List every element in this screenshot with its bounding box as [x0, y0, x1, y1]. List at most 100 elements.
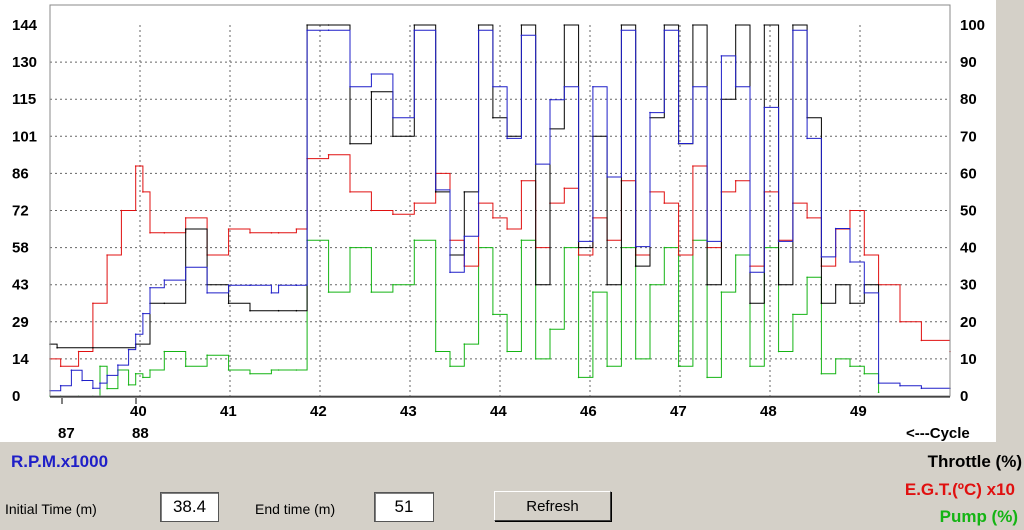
data-point [120, 209, 123, 212]
right-tick-label: 10 [960, 351, 977, 368]
data-point [270, 292, 273, 294]
data-point [834, 227, 837, 230]
series-line-r-p-m-x1000 [50, 29, 950, 392]
data-point [849, 302, 851, 305]
right-tick-label: 20 [960, 314, 977, 331]
right-tick-label: 0 [960, 388, 968, 405]
data-point [449, 271, 451, 274]
engine-log-chart: 0 14 29 43 58 72 86 101 115 130 144 0 10 20 30 40 50 60 70… [12, 4, 985, 442]
data-point [749, 302, 751, 305]
data-point [277, 284, 280, 287]
initial-time-input[interactable]: 38.4 [160, 492, 219, 522]
data-point [563, 24, 566, 26]
data-point [777, 350, 780, 353]
data-point [706, 283, 708, 286]
data-point [606, 283, 608, 286]
data-point [99, 382, 101, 384]
data-point [434, 189, 437, 191]
data-point [227, 302, 230, 305]
data-point [327, 24, 330, 26]
data-point [327, 29, 330, 32]
data-point [734, 24, 737, 26]
data-point [392, 117, 394, 119]
data-point [249, 309, 251, 312]
data-point [749, 365, 751, 368]
data-point [149, 369, 151, 371]
data-point [142, 191, 144, 193]
data-point [920, 339, 923, 342]
data-point [677, 254, 680, 256]
data-point [720, 291, 723, 293]
data-point [506, 228, 508, 230]
data-point [184, 365, 187, 368]
data-point [295, 284, 298, 287]
series-line-throttle [50, 24, 880, 349]
data-point [306, 29, 308, 32]
data-point [163, 302, 166, 305]
data-point [270, 369, 273, 371]
data-point [184, 266, 187, 269]
data-point [820, 256, 823, 258]
data-point [734, 86, 737, 88]
data-point [577, 246, 580, 249]
data-point [634, 265, 637, 267]
data-point [877, 391, 880, 394]
data-point [834, 358, 837, 360]
data-point [127, 384, 130, 386]
data-point [534, 283, 537, 286]
right-tick-label: 100 [960, 17, 985, 34]
data-point [863, 254, 866, 256]
data-point [295, 228, 298, 230]
data-point [81, 379, 83, 382]
data-point [77, 350, 80, 353]
data-point [227, 369, 230, 371]
data-point [734, 254, 737, 256]
data-point [163, 350, 166, 353]
data-point [59, 365, 62, 368]
x-tick-label: 43 [400, 403, 417, 420]
data-point [413, 239, 416, 241]
left-tick-label: 72 [12, 203, 29, 220]
data-point [706, 240, 708, 243]
data-point [184, 228, 187, 230]
data-point [463, 235, 466, 238]
data-point [277, 369, 280, 371]
data-point [520, 180, 523, 182]
right-tick-label: 50 [960, 203, 977, 220]
data-point [620, 29, 623, 32]
data-point [106, 374, 108, 377]
data-point [777, 240, 780, 243]
left-tick-label: 43 [12, 277, 29, 294]
end-time-input[interactable]: 51 [374, 492, 434, 522]
data-point [634, 358, 637, 360]
data-point [206, 292, 208, 294]
data-point [899, 384, 901, 387]
data-point [492, 217, 494, 219]
data-point [184, 217, 187, 219]
data-point [163, 279, 166, 281]
data-point [863, 372, 866, 375]
data-point [327, 291, 330, 293]
data-point [777, 283, 780, 286]
data-point [792, 24, 794, 26]
data-point [413, 29, 416, 32]
data-point [117, 364, 119, 366]
data-point [295, 369, 298, 371]
left-tick-label: 144 [12, 17, 38, 34]
data-point [663, 202, 666, 204]
data-point [392, 283, 394, 286]
data-point [56, 347, 58, 349]
data-point [477, 24, 480, 26]
legend-pump: Pump (%) [939, 507, 1018, 526]
left-tick-label: 14 [12, 351, 29, 368]
data-point [692, 24, 694, 26]
x-tick-label: 41 [220, 403, 237, 420]
left-tick-label: 115 [12, 91, 36, 108]
data-point [149, 287, 151, 289]
data-point [492, 313, 494, 316]
data-point [577, 240, 580, 243]
data-point [70, 369, 73, 372]
data-point [134, 333, 137, 336]
refresh-button[interactable]: Refresh [494, 491, 611, 521]
right-tick-label: 30 [960, 277, 977, 294]
